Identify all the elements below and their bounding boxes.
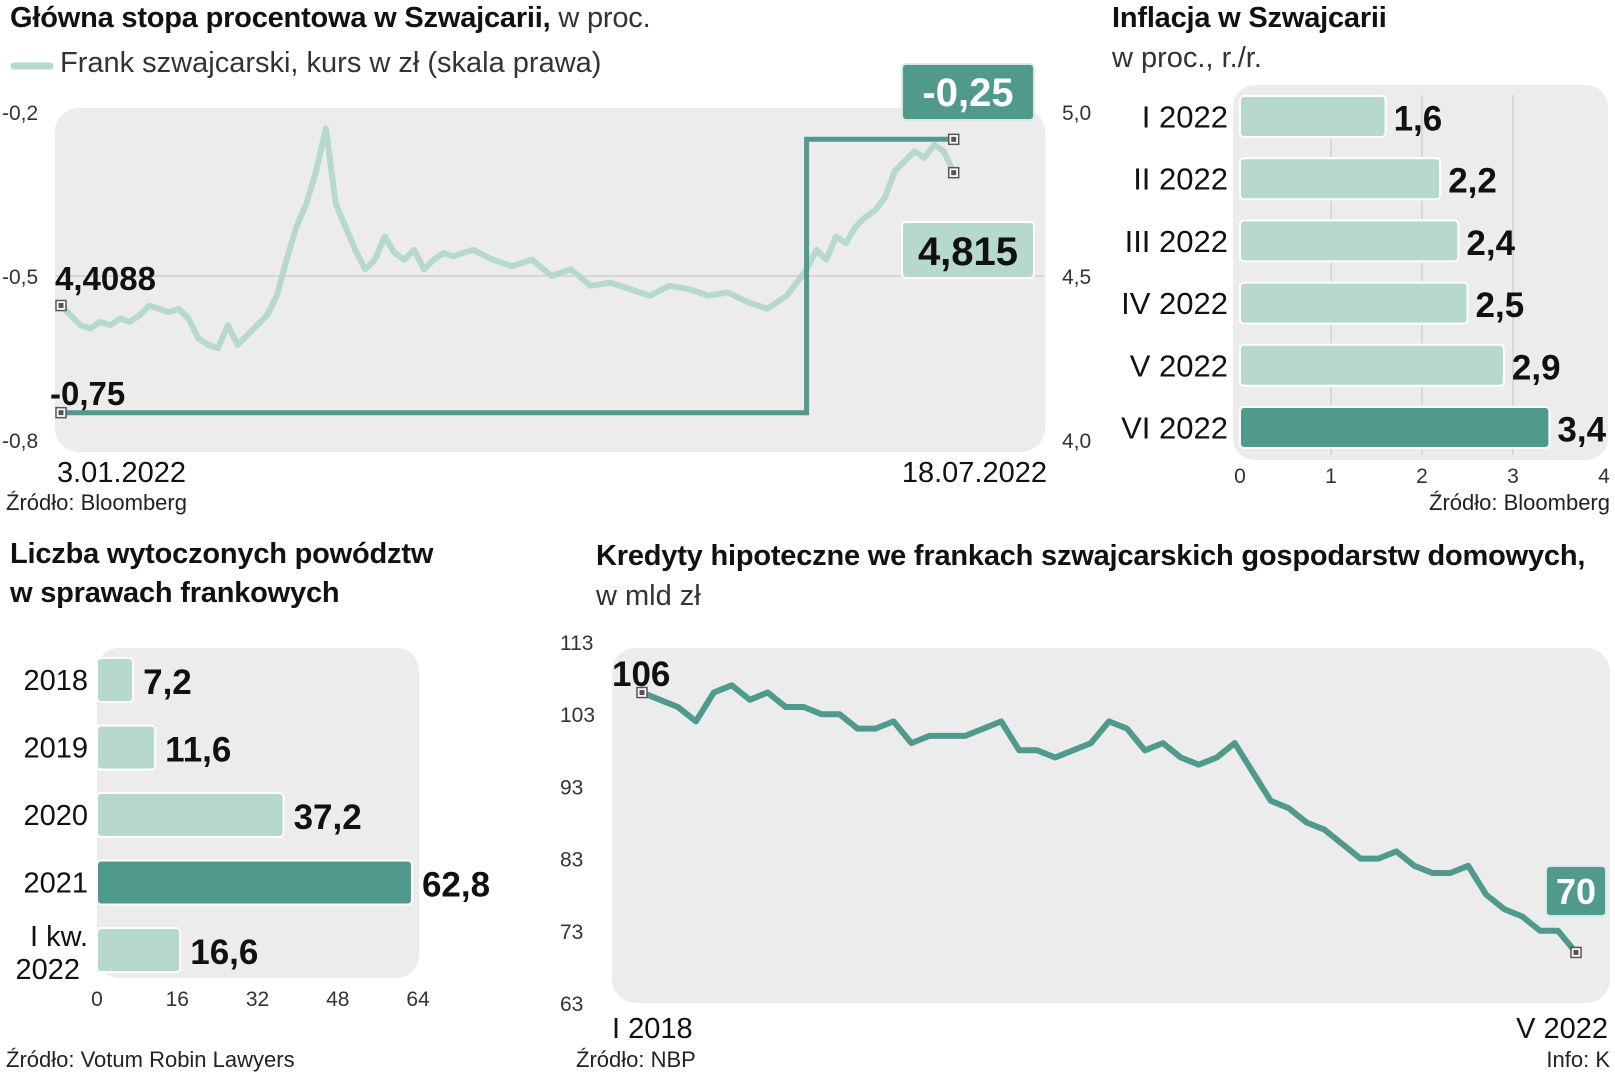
lawsuits-title-line2: w sprawach frankowych	[10, 577, 340, 609]
mortgages-end-marker-dot	[1573, 949, 1579, 955]
inflation-category-label: III 2022	[1125, 224, 1228, 259]
rate-x-tick-label: 3.01.2022	[57, 457, 186, 489]
rate-right-tick-label: 5,0	[1062, 102, 1091, 125]
rate-right-tick-label: 4,5	[1062, 266, 1091, 289]
inflation-value-label: 2,2	[1448, 162, 1497, 201]
lawsuits-bar	[96, 724, 157, 771]
inflation-category-label: II 2022	[1133, 162, 1228, 197]
lawsuits-x-tick-label: 32	[246, 988, 269, 1011]
rate-plot-area	[55, 108, 1045, 452]
inflation-x-tick-label: 2	[1416, 465, 1428, 488]
inflation-bar	[1239, 219, 1460, 263]
mortgages-y-tick-label: 103	[560, 704, 595, 727]
inflation-x-tick-label: 0	[1234, 465, 1246, 488]
rate-source: Źródło: Bloomberg	[6, 490, 187, 515]
mortgages-end-label: 70	[1556, 871, 1596, 912]
lawsuits-source: Źródło: Votum Robin Lawyers	[6, 1047, 295, 1072]
lawsuits-value-label: 62,8	[422, 866, 490, 905]
inflation-source: Źródło: Bloomberg	[1429, 490, 1610, 515]
mortgages-y-tick-label: 113	[560, 632, 593, 655]
inflation-bar	[1239, 281, 1469, 325]
chf-end-label-box	[901, 221, 1035, 279]
rate-left-tick-label: -0,2	[2, 102, 38, 125]
chf-rate-line	[58, 125, 957, 352]
rate-left-tick-label: -0,5	[2, 266, 38, 289]
rate-panel-title: Główna stopa procentowa w Szwajcarii, w …	[10, 2, 651, 35]
lawsuits-category-label: I kw.	[30, 921, 88, 953]
lawsuits-value-label: 7,2	[143, 663, 192, 702]
mortgages-subtitle: w mld zł	[596, 580, 701, 612]
rate-start-label: -0,75	[50, 375, 125, 412]
lawsuits-value-label: 11,6	[165, 731, 231, 770]
rate-title-main: Główna stopa procentowa w Szwajcarii,	[10, 2, 551, 34]
lawsuits-x-tick-label: 16	[166, 988, 189, 1011]
lawsuits-category-label: 2019	[23, 733, 88, 765]
rate-x-tick-label: 18.07.2022	[902, 457, 1047, 489]
mortgages-x-tick-label: V 2022	[1516, 1013, 1608, 1045]
inflation-x-tick-label: 4	[1598, 465, 1610, 488]
lawsuits-category-label: 2020	[23, 800, 88, 832]
mortgages-plot-area	[612, 648, 1610, 1003]
lawsuits-value-label: 16,6	[190, 933, 258, 972]
rate-legend-label: Frank szwajcarski, kurs w zł (skala praw…	[60, 47, 602, 79]
lawsuits-bar	[96, 859, 413, 906]
inflation-bar	[1239, 157, 1442, 201]
lawsuits-category-label: 2022	[15, 954, 80, 986]
inflation-category-label: V 2022	[1130, 348, 1228, 383]
mortgages-line	[639, 682, 1579, 956]
inflation-value-label: 3,4	[1557, 411, 1606, 450]
mortgages-title: Kredyty hipoteczne we frankach szwajcars…	[596, 540, 1586, 572]
mortgages-start-marker-dot	[639, 690, 645, 696]
mortgages-y-tick-label: 93	[560, 776, 583, 799]
rate-start-marker-dot	[58, 410, 64, 416]
rate-title-unit: w proc.	[558, 2, 651, 34]
rate-right-tick-label: 4,0	[1062, 430, 1091, 453]
inflation-category-label: I 2022	[1142, 100, 1228, 135]
chf-start-label: 4,4088	[55, 260, 156, 297]
inflation-bar	[1239, 343, 1505, 387]
inflation-value-label: 2,5	[1476, 286, 1525, 325]
lawsuits-category-label: 2021	[23, 868, 88, 900]
rate-end-label-box	[901, 63, 1035, 121]
mortgages-x-tick-label: I 2018	[612, 1013, 693, 1045]
chf-end-marker-dot	[951, 170, 957, 176]
lawsuits-value-label: 37,2	[294, 798, 362, 837]
lawsuits-bar	[96, 792, 285, 838]
inflation-plot-area	[1233, 85, 1608, 460]
inflation-value-label: 2,9	[1512, 348, 1561, 387]
inflation-subtitle: w proc., r./r.	[1112, 42, 1262, 74]
mortgages-y-tick-label: 73	[560, 921, 583, 944]
rate-end-label: -0,25	[922, 71, 1013, 115]
inflation-bar	[1239, 95, 1387, 138]
lawsuits-bar	[96, 927, 182, 973]
lawsuits-x-tick-label: 0	[91, 988, 103, 1011]
lawsuits-bar	[96, 657, 135, 703]
mortgages-info: Info: K	[1546, 1047, 1610, 1072]
rate-end-marker-dot	[951, 136, 957, 142]
chf-start-marker-dot	[58, 303, 64, 309]
inflation-bar	[1239, 406, 1551, 449]
mortgages-start-label: 106	[612, 655, 670, 694]
lawsuits-x-tick-label: 64	[406, 988, 430, 1011]
mortgages-y-tick-label: 63	[560, 993, 583, 1016]
inflation-x-tick-label: 1	[1325, 465, 1337, 488]
mortgages-source: Źródło: NBP	[576, 1047, 696, 1072]
mortgages-end-label-box	[1545, 865, 1607, 917]
inflation-title: Inflacja w Szwajcarii	[1112, 2, 1387, 34]
interest-rate-step-line	[61, 136, 954, 416]
lawsuits-category-label: 2018	[23, 665, 88, 697]
inflation-x-tick-label: 3	[1507, 465, 1519, 488]
lawsuits-x-tick-label: 48	[326, 988, 349, 1011]
inflation-value-label: 2,4	[1466, 224, 1515, 263]
inflation-category-label: IV 2022	[1121, 286, 1228, 321]
inflation-category-label: VI 2022	[1121, 411, 1228, 446]
lawsuits-title-line1: Liczba wytoczonych powództw	[10, 538, 434, 570]
rate-left-tick-label: -0,8	[2, 430, 38, 453]
inflation-value-label: 1,6	[1394, 100, 1443, 139]
mortgages-y-tick-label: 83	[560, 849, 583, 872]
chf-end-label: 4,815	[918, 230, 1018, 274]
